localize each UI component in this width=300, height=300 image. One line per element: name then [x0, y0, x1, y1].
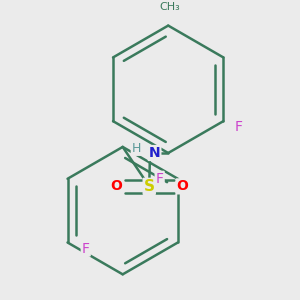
Text: O: O — [110, 179, 122, 194]
Text: S: S — [144, 179, 155, 194]
Text: H: H — [132, 142, 141, 155]
Text: CH₃: CH₃ — [159, 2, 180, 12]
Text: F: F — [156, 172, 164, 186]
Text: O: O — [177, 179, 188, 194]
Text: F: F — [82, 242, 90, 256]
Text: N: N — [149, 146, 161, 160]
Text: F: F — [235, 120, 242, 134]
